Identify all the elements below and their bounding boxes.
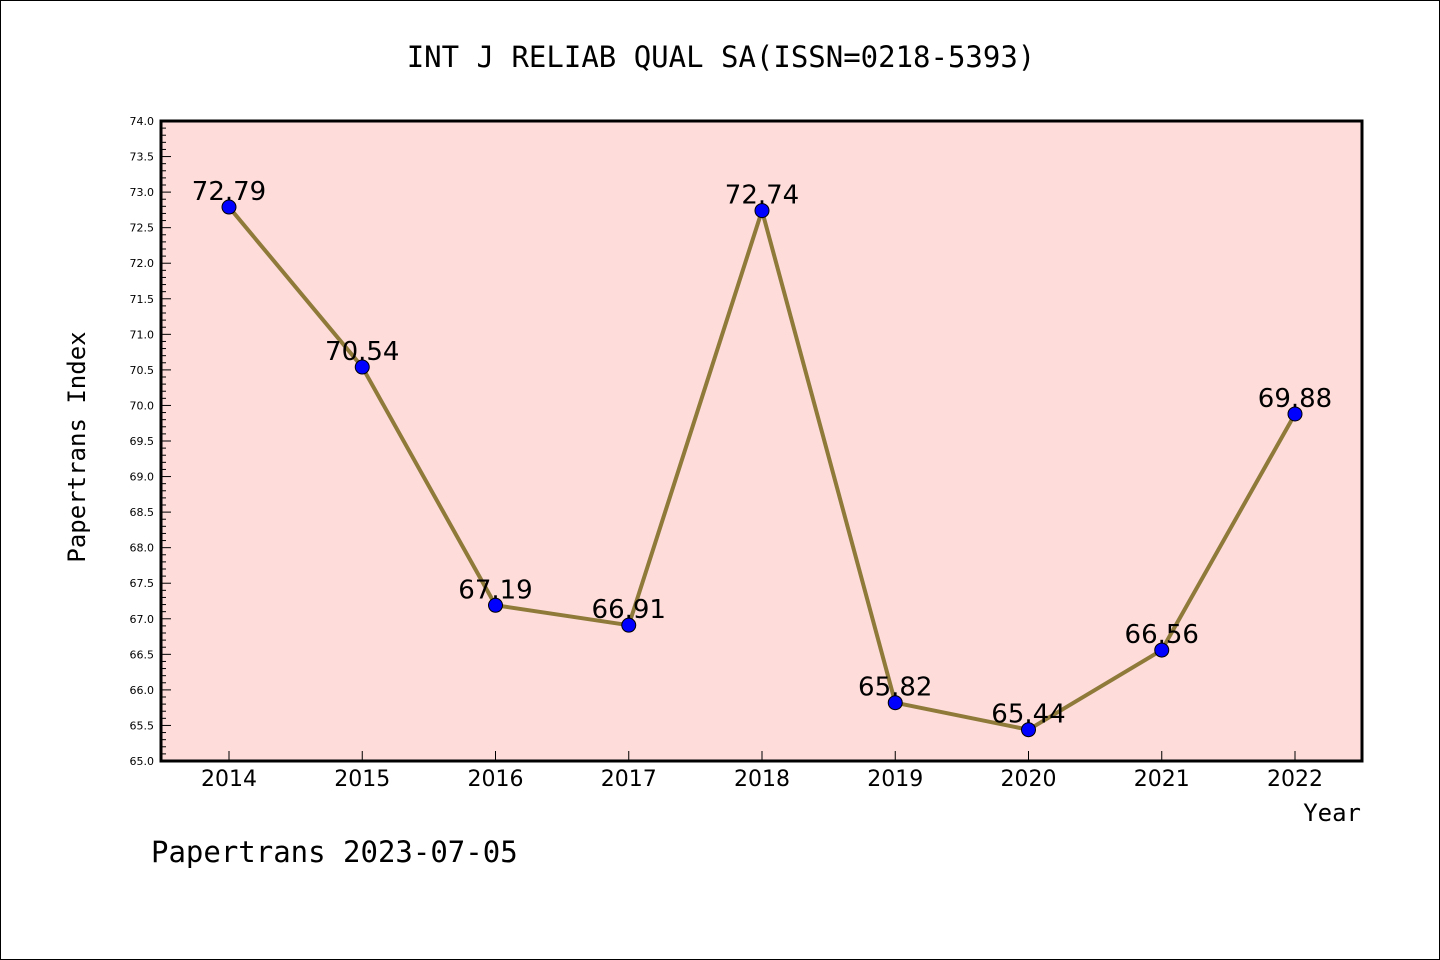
data-label: 69.88 xyxy=(1258,384,1332,414)
y-tick-label: 69.0 xyxy=(130,471,155,484)
data-point xyxy=(354,359,370,375)
y-tick-label: 72.5 xyxy=(130,222,155,235)
y-tick-label: 67.0 xyxy=(130,613,155,626)
footer-text: Papertrans 2023-07-05 xyxy=(151,835,518,869)
x-tick-label: 2019 xyxy=(867,767,923,792)
data-label: 65.82 xyxy=(858,673,932,703)
x-tick-label: 2017 xyxy=(601,767,657,792)
y-tick-label: 68.5 xyxy=(130,506,155,519)
data-label: 66.91 xyxy=(592,595,666,625)
data-point xyxy=(1287,406,1303,422)
y-tick-label: 65.0 xyxy=(130,755,155,768)
chart-title: INT J RELIAB QUAL SA(ISSN=0218-5393) xyxy=(407,40,1036,74)
y-tick-label: 73.5 xyxy=(130,151,155,164)
data-label: 70.54 xyxy=(325,337,399,367)
y-tick-label: 67.5 xyxy=(130,577,155,590)
y-tick-label: 70.5 xyxy=(130,364,155,377)
y-tick-label: 71.5 xyxy=(130,293,155,306)
x-tick-label: 2015 xyxy=(334,767,390,792)
plot-frame xyxy=(159,119,1364,763)
y-tick-label: 72.0 xyxy=(130,257,155,270)
y-tick-label: 73.0 xyxy=(130,186,155,199)
x-tick-label: 2022 xyxy=(1267,767,1323,792)
x-tick-label: 2016 xyxy=(468,767,524,792)
y-axis: 65.0 65.5 66.0 66.5 67.0 67.5 68.0 68.5 69.0 69.5… xyxy=(130,115,171,768)
data-point xyxy=(754,203,770,219)
y-axis-label: Papertrans Index xyxy=(63,331,91,562)
series-layer: 72.79 70.54 67.19 66.91 72.74 65.82 65.44 66.56… xyxy=(192,177,1332,738)
x-tick-label: 2021 xyxy=(1134,767,1190,792)
x-tick-label: 2020 xyxy=(1001,767,1057,792)
x-axis: 2014 2015 2016 2017 2018 2019 2020 2021 2022 xyxy=(201,751,1323,792)
data-label: 66.56 xyxy=(1125,620,1199,650)
data-label: 72.74 xyxy=(725,181,799,211)
data-point xyxy=(621,617,637,633)
y-tick-label: 69.5 xyxy=(130,435,155,448)
data-point xyxy=(887,695,903,711)
x-tick-label: 2014 xyxy=(201,767,257,792)
x-axis-label: Year xyxy=(1303,799,1361,827)
y-tick-label: 68.0 xyxy=(130,542,155,555)
y-tick-label: 66.5 xyxy=(130,648,155,661)
data-label: 65.44 xyxy=(991,700,1065,730)
data-label: 72.79 xyxy=(192,177,266,207)
y-tick-label: 66.0 xyxy=(130,684,155,697)
x-tick-label: 2018 xyxy=(734,767,790,792)
data-point xyxy=(1154,642,1170,658)
y-tick-label: 71.0 xyxy=(130,328,155,341)
data-point xyxy=(488,597,503,613)
data-point xyxy=(221,199,237,215)
y-tick-label: 74.0 xyxy=(130,115,155,128)
y-tick-label: 65.5 xyxy=(130,719,155,732)
y-tick-label: 70.0 xyxy=(130,399,155,412)
data-label: 67.19 xyxy=(458,575,532,605)
data-point xyxy=(1021,722,1036,738)
